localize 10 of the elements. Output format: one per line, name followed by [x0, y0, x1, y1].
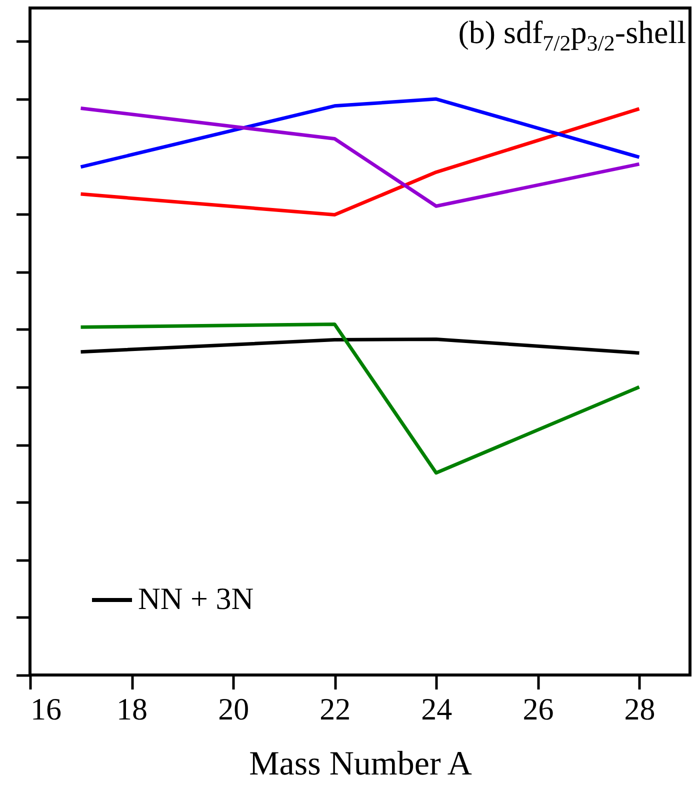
x-tick-label: 16 [30, 692, 62, 726]
x-tick-label: 22 [320, 692, 351, 726]
legend-label: NN + 3N [138, 581, 254, 616]
x-tick-label: 18 [116, 692, 148, 726]
x-tick-label: 26 [522, 692, 554, 726]
x-axis-title: Mass Number A [249, 746, 472, 782]
x-tick-label: 28 [624, 692, 656, 726]
x-tick-label: 24 [421, 692, 453, 726]
chart-title: (b) sdf$_{7/2}$p$_{3/2}$-shell [458, 14, 686, 56]
x-tick-label: 20 [218, 692, 250, 726]
